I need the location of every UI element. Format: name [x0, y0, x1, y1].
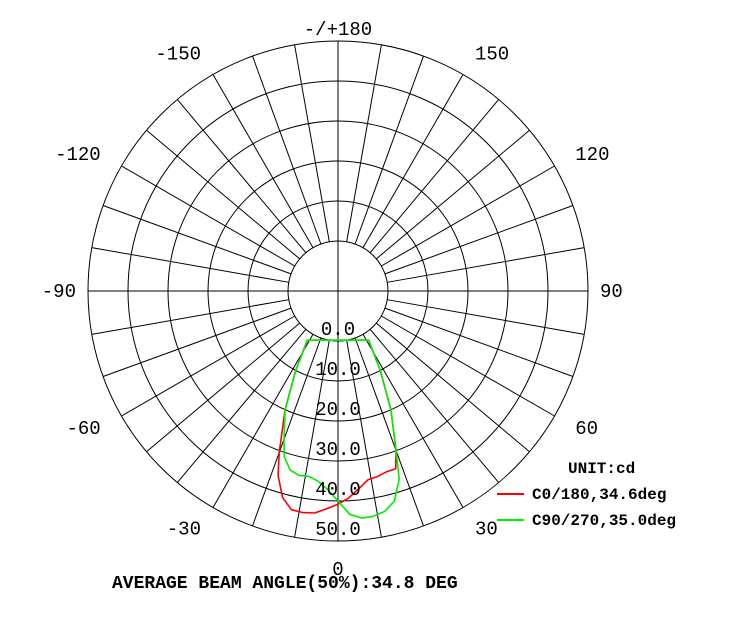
- grid-spoke-20: [354, 337, 424, 527]
- grid-spoke-190: [294, 44, 330, 242]
- angle-label-0: -/+180: [304, 19, 372, 41]
- grid-spoke-80: [387, 299, 585, 335]
- angle-label-6: -90: [42, 281, 76, 303]
- grid-spoke-230: [146, 129, 301, 260]
- grid-spoke-330: [212, 334, 314, 508]
- grid-spoke-240: [121, 165, 295, 267]
- legend: UNIT:cd C0/180,34.6deg C90/270,35.0deg: [497, 460, 676, 530]
- grid-spoke-160: [354, 55, 424, 245]
- grid-spoke-320: [176, 328, 307, 483]
- angle-label-2: -150: [155, 44, 201, 66]
- grid-spoke-130: [375, 129, 530, 260]
- grid-spoke-300: [121, 315, 295, 417]
- grid-spoke-150: [362, 74, 464, 248]
- grid-spoke-280: [91, 299, 289, 335]
- angle-label-8: -60: [66, 418, 100, 440]
- angle-labels: -/+180 150 -150 120 -120 90 -90 60 -60 30 -30 0: [42, 19, 623, 581]
- grid-spoke-200: [252, 55, 322, 245]
- grid-spoke-350: [294, 340, 330, 538]
- grid-spoke-100: [387, 247, 585, 283]
- unit-label: UNIT:cd: [568, 460, 635, 478]
- angle-label-10: -30: [167, 518, 201, 540]
- angle-label-7: 60: [575, 418, 598, 440]
- legend-label-c0: C0/180,34.6deg: [532, 486, 666, 504]
- grid-spoke-110: [384, 205, 574, 275]
- radial-labels: 0.0 10.0 20.0 30.0 40.0 50.0: [315, 319, 361, 541]
- grid-spoke-250: [102, 205, 292, 275]
- grid-spoke-260: [91, 247, 289, 283]
- grid-spoke-310: [146, 322, 301, 453]
- polar-grid: [87, 40, 589, 542]
- grid-spoke-60: [381, 315, 555, 417]
- radial-label-4: 40.0: [315, 479, 361, 501]
- series-line-1: [283, 339, 400, 519]
- grid-spoke-340: [252, 337, 322, 527]
- radial-label-1: 10.0: [315, 359, 361, 381]
- grid-spoke-210: [212, 74, 314, 248]
- angle-label-4: -120: [55, 144, 101, 166]
- grid-spoke-30: [362, 334, 464, 508]
- grid-spoke-220: [176, 99, 307, 254]
- angle-label-1: 150: [475, 44, 509, 66]
- grid-spoke-170: [346, 44, 382, 242]
- legend-label-c90: C90/270,35.0deg: [532, 512, 676, 530]
- grid-spoke-40: [369, 328, 500, 483]
- angle-label-11: 0: [332, 559, 343, 581]
- angle-label-5: 90: [600, 281, 623, 303]
- average-beam-angle: AVERAGE BEAM ANGLE(50%):34.8 DEG: [112, 574, 458, 594]
- grid-spoke-290: [102, 307, 292, 377]
- grid-spoke-120: [381, 165, 555, 267]
- grid-spoke-10: [346, 340, 382, 538]
- radial-label-3: 30.0: [315, 439, 361, 461]
- angle-label-9: 30: [475, 518, 498, 540]
- grid-spoke-140: [369, 99, 500, 254]
- grid-spoke-50: [375, 322, 530, 453]
- series-layer: [277, 339, 400, 519]
- grid-spoke-70: [384, 307, 574, 377]
- radial-label-0: 0.0: [321, 319, 355, 341]
- radial-label-5: 50.0: [315, 519, 361, 541]
- radial-label-2: 20.0: [315, 399, 361, 421]
- angle-label-3: 120: [575, 144, 609, 166]
